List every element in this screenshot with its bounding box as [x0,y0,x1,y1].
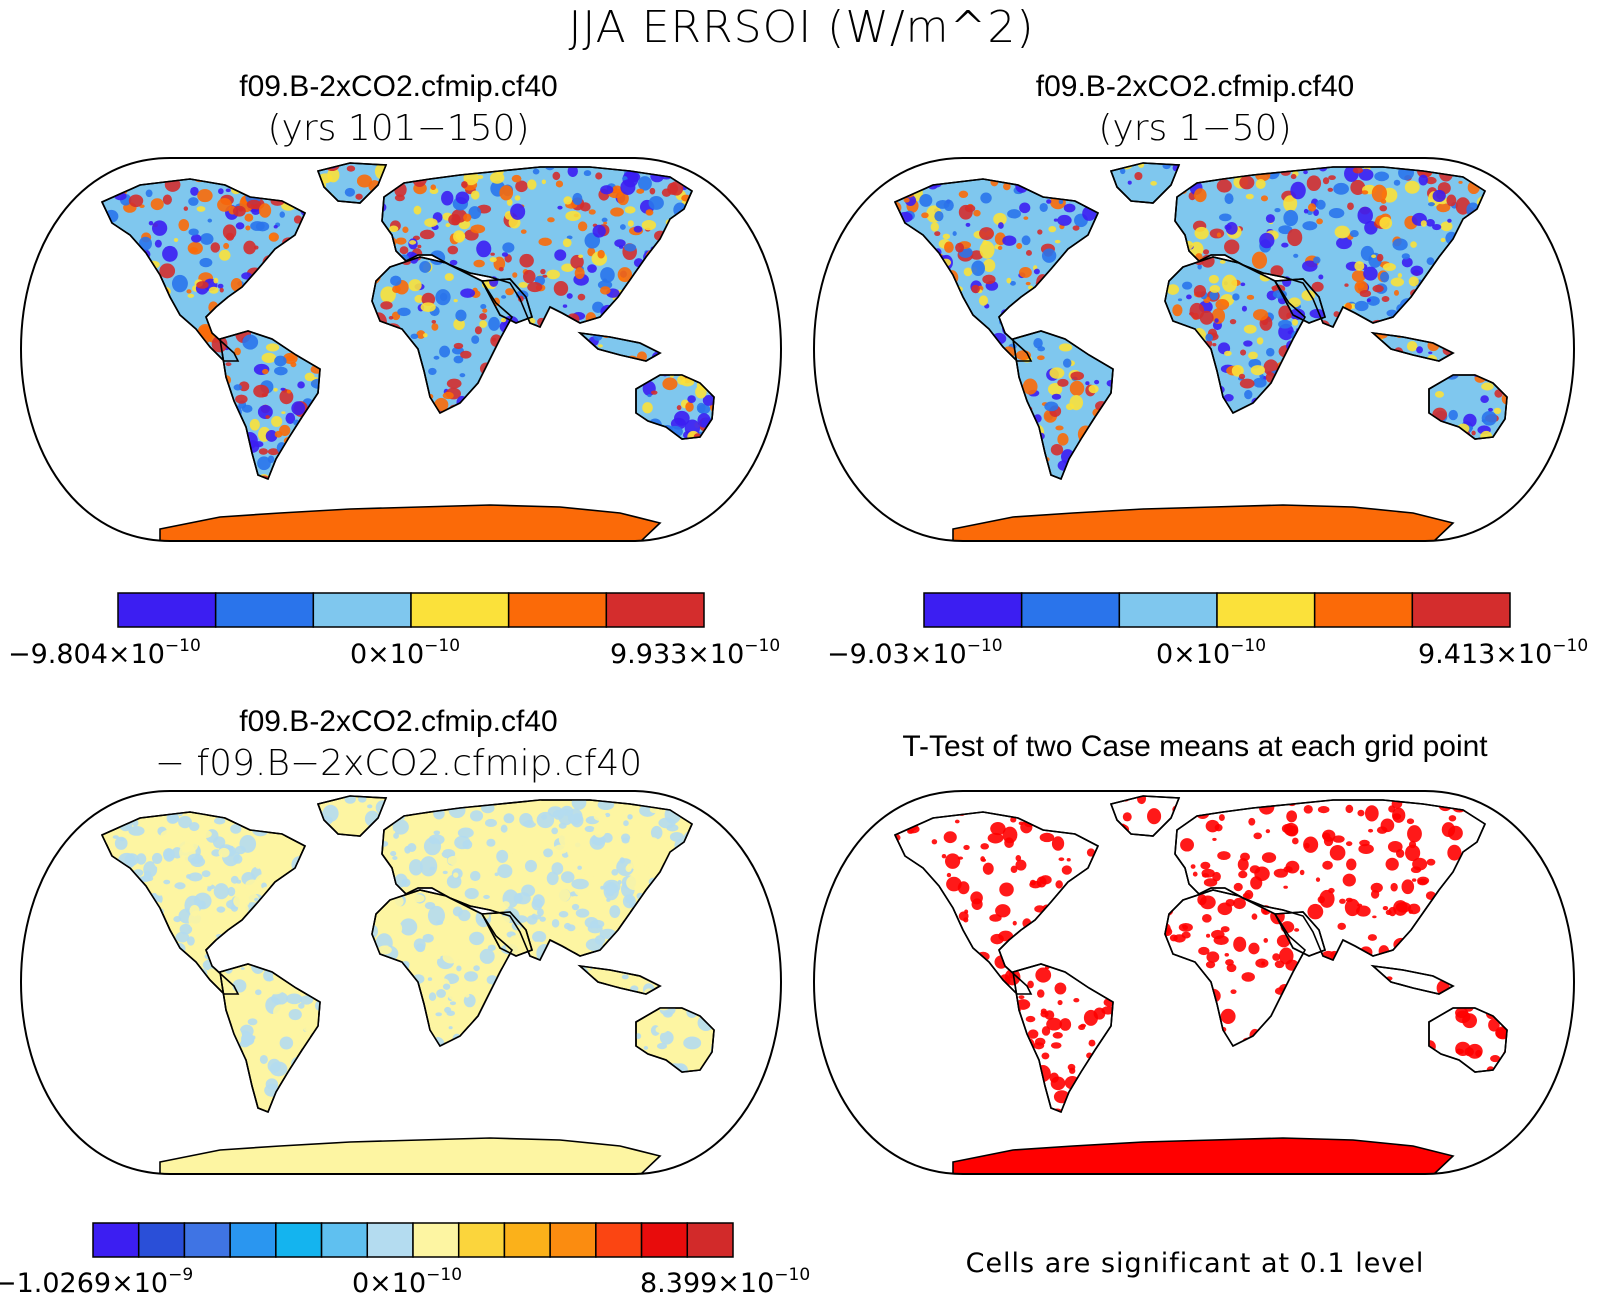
map-panel-3 [19,790,783,1175]
map-frame [19,157,783,542]
colorbar-2-min-label: −9.03×10−10 [827,636,1003,670]
significance-note: Cells are significant at 0.1 level [965,1248,1425,1279]
colorbar-swatch [605,592,705,628]
colorbar-swatch [410,592,510,628]
colorbar-panel-1 [117,592,705,628]
colorbar-swatch [117,592,217,628]
panel-4-title: T-Test of two Case means at each grid po… [902,730,1488,763]
colorbar-1-mid-label: 0×10−10 [350,636,461,670]
colorbar-swatch [595,1222,643,1258]
colorbar-swatch [312,592,412,628]
map-panel-2 [812,157,1576,542]
colorbar-swatch [229,1222,277,1258]
colorbar-swatch [214,592,315,628]
colorbar-swatch [366,1222,414,1258]
landmass-antarctica [952,1137,1455,1174]
colorbar-swatch [507,592,608,628]
colorbar-panel-3 [92,1222,734,1258]
landmass-antarctica [159,504,662,541]
colorbar-3-mid-label: 0×10−10 [352,1265,463,1299]
colorbar-swatch [640,1222,689,1258]
colorbar-swatch [183,1222,231,1258]
colorbar-swatch [923,592,1023,628]
colorbar-swatch [1118,592,1218,628]
main-title: JJA ERRSOI (W/m^2) [568,2,1035,53]
colorbar-swatch [503,1222,551,1258]
panel-2-subtitle: (yrs 1−50) [1098,108,1292,149]
colorbar-swatch [549,1222,597,1258]
panel-3-subtitle: − f09.B−2xCO2.cfmip.cf40 [154,743,643,784]
colorbar-swatch [1313,592,1414,628]
colorbar-swatch [412,1222,460,1258]
map-frame [19,790,783,1175]
landmass-antarctica [159,1137,662,1174]
colorbar-swatch [320,1222,369,1258]
panel-2-title: f09.B-2xCO2.cfmip.cf40 [1035,70,1355,103]
colorbar-2-mid-label: 0×10−10 [1156,636,1267,670]
panel-3-title: f09.B-2xCO2.cfmip.cf40 [239,705,558,738]
panel-1-title: f09.B-2xCO2.cfmip.cf40 [239,70,558,103]
colorbar-swatch [1020,592,1121,628]
landmass-antarctica [952,504,1455,541]
colorbar-2-max-label: 9.413×10−10 [1418,636,1589,670]
colorbar-swatch [137,1222,186,1258]
colorbar-1-max-label: 9.933×10−10 [610,636,781,670]
map-frame [812,157,1576,542]
colorbar-swatch [1411,592,1511,628]
map-frame [812,790,1576,1175]
colorbar-3-min-label: −1.0269×10−9 [0,1265,194,1299]
colorbar-panel-2 [923,592,1511,628]
colorbar-swatch [686,1222,734,1258]
colorbar-1-min-label: −9.804×10−10 [8,636,201,670]
colorbar-swatch [457,1222,506,1258]
map-panel-4 [812,790,1576,1175]
colorbar-swatch [1216,592,1316,628]
panel-1-subtitle: (yrs 101−150) [267,108,530,149]
map-panel-1 [19,157,783,542]
colorbar-3-max-label: 8.399×10−10 [640,1265,811,1299]
colorbar-swatch [92,1222,140,1258]
colorbar-swatch [275,1222,323,1258]
